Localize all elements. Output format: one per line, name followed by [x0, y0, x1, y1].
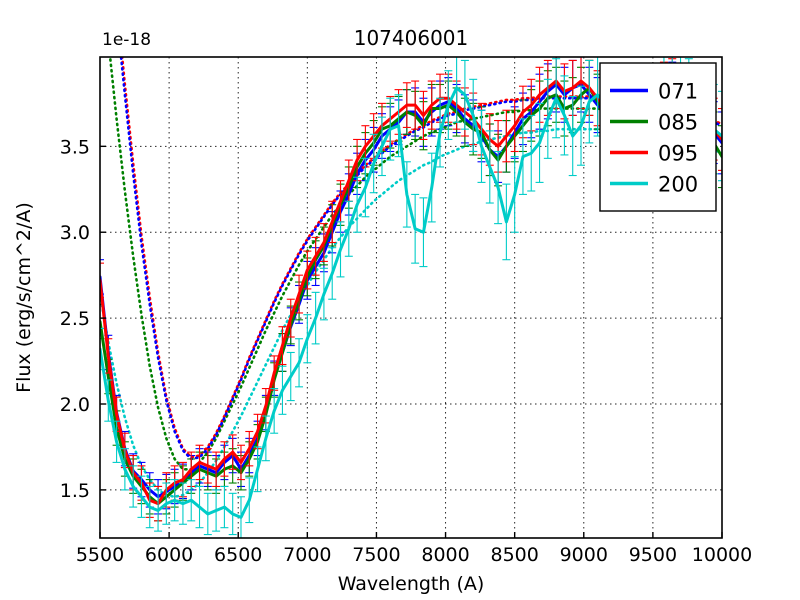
y-tick-label: 3.5 [60, 136, 90, 158]
x-tick-label: 9000 [560, 544, 608, 566]
y-tick-label: 2.5 [60, 308, 90, 330]
y-tick-label: 1.5 [60, 480, 90, 502]
legend[interactable]: 071 085 095 200 [599, 62, 717, 212]
model-curve-085-model [108, 57, 722, 471]
y-axis-offset-label: 1e-18 [102, 30, 151, 50]
page-title: 107406001 [354, 26, 469, 50]
x-tick-label: 7500 [352, 544, 400, 566]
axis-ticks [99, 145, 723, 538]
legend-label-085: 085 [658, 111, 698, 135]
y-axis-title: Flux (erg/s/cm^2/A) [13, 202, 35, 393]
x-tick-label: 8000 [421, 544, 469, 566]
x-tick-label: 9500 [629, 544, 677, 566]
legend-box [599, 62, 717, 212]
y-tick-label: 3.0 [60, 222, 90, 244]
legend-label-071: 071 [658, 80, 698, 104]
x-tick-label: 6000 [145, 544, 193, 566]
legend-label-200: 200 [658, 173, 698, 197]
x-tick-label: 5500 [76, 544, 124, 566]
y-tick-label: 2.0 [60, 394, 90, 416]
axes-frame [99, 56, 723, 539]
x-tick-label: 7000 [283, 544, 331, 566]
x-tick-label: 8500 [490, 544, 538, 566]
x-tick-label: 6500 [214, 544, 262, 566]
axis-tick-labels: 5500 6000 6500 7000 7500 8000 8500 9000 9500 1000… [60, 136, 752, 566]
x-axis-title: Wavelength (A) [338, 573, 485, 595]
x-tick-label: 10000 [692, 544, 752, 566]
legend-label-095: 095 [658, 142, 698, 166]
